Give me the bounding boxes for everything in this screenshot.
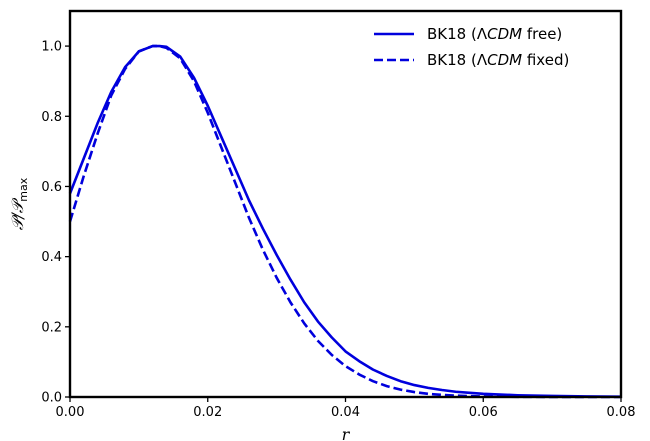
x-axis: 0.00 0.02 0.04 0.06 0.08 (56, 397, 636, 420)
legend-entry-fixed: BK18 (ΛCDM fixed) (427, 51, 569, 69)
legend-free-part1: BK18 (Λ (427, 25, 488, 43)
legend-free-part2: CDM (487, 25, 522, 43)
y-tick-label: 1.0 (41, 40, 62, 55)
x-tick-label: 0.02 (193, 405, 222, 420)
series-line-fixed (68, 44, 622, 399)
series-line-free (68, 44, 622, 398)
legend-free-part3: free) (522, 25, 562, 43)
x-tick-label: 0.00 (56, 405, 85, 420)
legend-entry-free: BK18 (ΛCDM free) (427, 25, 562, 43)
y-axis-label-main: 𝒫/𝒫 (8, 197, 27, 230)
x-axis-label: r (342, 425, 351, 441)
x-tick-label: 0.04 (331, 405, 360, 420)
y-tick-label: 0.6 (41, 180, 62, 195)
legend-fixed-part2: CDM (487, 51, 522, 69)
y-tick-label: 0.4 (41, 250, 62, 265)
y-tick-label: 0.2 (41, 320, 62, 335)
y-tick-label: 0.0 (41, 391, 62, 406)
legend-fixed-part1: BK18 (Λ (427, 51, 488, 69)
y-axis-label-sub: max (17, 177, 30, 201)
y-axis: 0.0 0.2 0.4 0.6 0.8 1.0 (41, 40, 70, 406)
legend-fixed-part3: fixed) (522, 51, 569, 69)
y-tick-label: 0.8 (41, 110, 62, 125)
legend: BK18 (ΛCDM free) BK18 (ΛCDM fixed) (374, 25, 569, 69)
y-axis-label: 𝒫/𝒫max (8, 177, 30, 230)
plot-lines (68, 44, 622, 399)
x-tick-label: 0.08 (607, 405, 636, 420)
x-tick-label: 0.06 (469, 405, 498, 420)
